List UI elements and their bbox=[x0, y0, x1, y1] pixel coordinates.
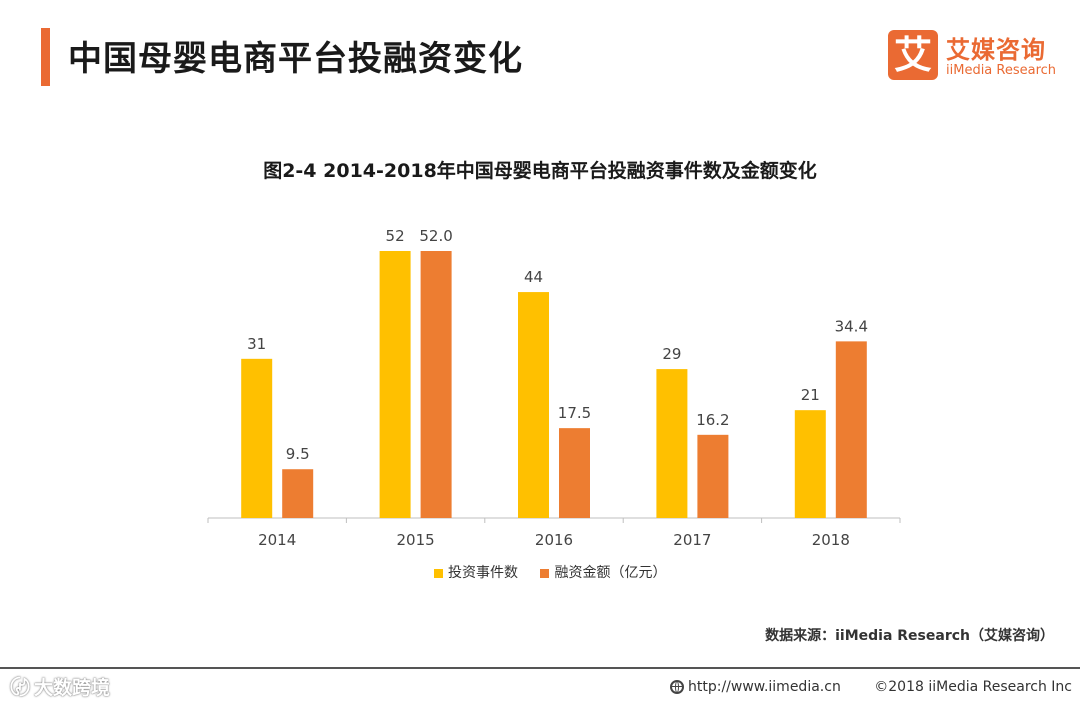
data-label-amount-2016: 17.5 bbox=[558, 404, 591, 422]
logo-mark-icon: 艾 bbox=[888, 30, 938, 80]
bar-amount-2018 bbox=[835, 341, 867, 518]
footer-copyright: ©2018 iiMedia Research Inc bbox=[874, 679, 1072, 695]
bar-amount-2016 bbox=[559, 428, 590, 518]
bar-count-2018 bbox=[794, 410, 826, 518]
bar-amount-2017 bbox=[697, 434, 729, 518]
bar-count-2015 bbox=[379, 251, 411, 518]
title-accent-bar bbox=[41, 28, 50, 86]
iimedia-logo: 艾 艾媒咨询 iiMedia Research bbox=[888, 30, 1064, 82]
legend-item-amount: 融资金额（亿元） bbox=[540, 562, 666, 582]
watermark-logo-icon: 〄 bbox=[10, 675, 30, 699]
globe-icon bbox=[670, 680, 684, 694]
data-label-count-2014: 31 bbox=[247, 335, 266, 353]
data-label-count-2016: 44 bbox=[524, 268, 543, 286]
bar-amount-2014 bbox=[282, 469, 314, 518]
watermark: 〄大数跨境 bbox=[10, 671, 110, 700]
x-tick-label-2016: 2016 bbox=[535, 531, 573, 549]
legend-swatch-count bbox=[434, 568, 443, 578]
watermark-text: 大数跨境 bbox=[34, 677, 111, 699]
x-tick-label-2018: 2018 bbox=[812, 531, 850, 549]
legend-label-amount: 融资金额（亿元） bbox=[554, 565, 667, 581]
x-tick-label-2015: 2015 bbox=[397, 531, 435, 549]
data-label-amount-2014: 9.5 bbox=[286, 445, 310, 463]
logo-english-name: iiMedia Research bbox=[946, 63, 1057, 78]
legend-item-count: 投资事件数 bbox=[434, 562, 518, 582]
data-label-amount-2017: 16.2 bbox=[696, 411, 729, 429]
logo-chinese-name: 艾媒咨询 bbox=[946, 36, 1046, 64]
bar-count-2014 bbox=[241, 358, 273, 518]
x-tick-label-2014: 2014 bbox=[258, 531, 296, 549]
footer-url-text: http://www.iimedia.cn bbox=[688, 679, 841, 695]
legend-swatch-amount bbox=[540, 568, 550, 578]
footer-url-link[interactable]: http://www.iimedia.cn bbox=[670, 679, 841, 695]
legend-label-count: 投资事件数 bbox=[448, 565, 518, 581]
data-label-count-2018: 21 bbox=[801, 386, 820, 404]
data-label-count-2015: 52 bbox=[386, 227, 405, 245]
data-label-amount-2018: 34.4 bbox=[835, 317, 868, 335]
page-title: 中国母婴电商平台投融资变化 bbox=[68, 39, 523, 79]
data-label-count-2017: 29 bbox=[662, 345, 681, 363]
data-label-amount-2015: 52.0 bbox=[419, 227, 452, 245]
bar-count-2016 bbox=[518, 292, 549, 518]
bar-count-2017 bbox=[656, 369, 688, 518]
chart-title: 图2-4 2014-2018年中国母婴电商平台投融资事件数及金额变化 bbox=[263, 160, 817, 182]
bar-amount-2015 bbox=[420, 251, 452, 518]
footer-divider bbox=[0, 667, 1080, 669]
x-tick-label-2017: 2017 bbox=[673, 531, 711, 549]
data-source: 数据来源：iiMedia Research（艾媒咨询） bbox=[765, 628, 1054, 644]
chart-legend: 投资事件数 融资金额（亿元） bbox=[434, 562, 684, 582]
